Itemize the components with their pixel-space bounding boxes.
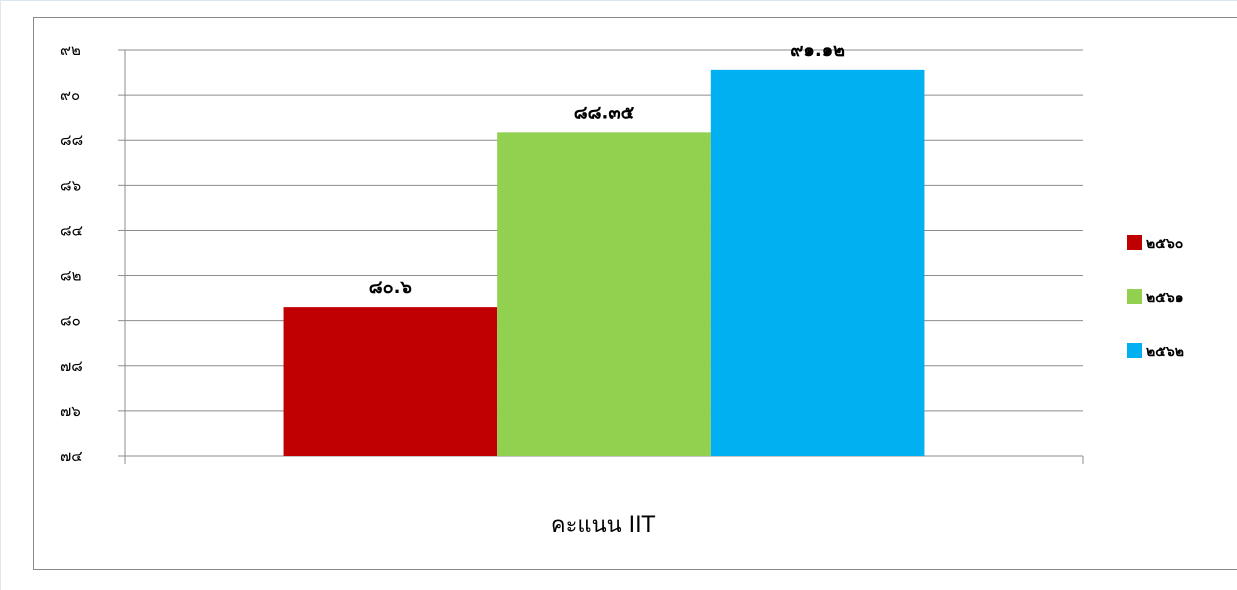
- bar-๒๕๖๑: [497, 132, 711, 457]
- data-label: ๘๘.๓๕: [574, 102, 635, 123]
- y-tick-label: ๘๖: [60, 176, 81, 194]
- legend-label: ๒๕๖๐: [1146, 236, 1183, 252]
- bar-๒๕๖๒: [710, 69, 925, 457]
- y-tick-label: ๘๐: [60, 312, 81, 330]
- bars: [283, 69, 925, 457]
- legend-label: ๒๕๖๒: [1146, 344, 1184, 360]
- legend-swatch: [1127, 343, 1142, 358]
- y-tick-label: ๘๔: [60, 221, 83, 239]
- y-tick-label: ๙๐: [60, 86, 80, 104]
- y-tick-label: ๘๒: [60, 267, 81, 285]
- y-tick-label: ๙๒: [60, 41, 81, 59]
- data-label: ๘๐.๖: [369, 277, 412, 298]
- bar-๒๕๖๐: [283, 307, 498, 456]
- data-labels: ๘๐.๖ ๘๘.๓๕ ๙๑.๑๒: [369, 40, 845, 298]
- x-category-label: คะแนน IIT: [551, 513, 656, 538]
- y-tick-label: ๗๔: [60, 447, 83, 465]
- legend-swatch: [1127, 235, 1142, 250]
- y-tick-label: ๘๘: [60, 131, 83, 149]
- y-tick-label: ๗๖: [60, 402, 81, 420]
- data-label: ๙๑.๑๒: [790, 40, 845, 61]
- legend-label: ๒๕๖๑: [1146, 290, 1184, 306]
- y-tick-label: ๗๘: [60, 357, 83, 375]
- legend-swatch: [1127, 289, 1142, 304]
